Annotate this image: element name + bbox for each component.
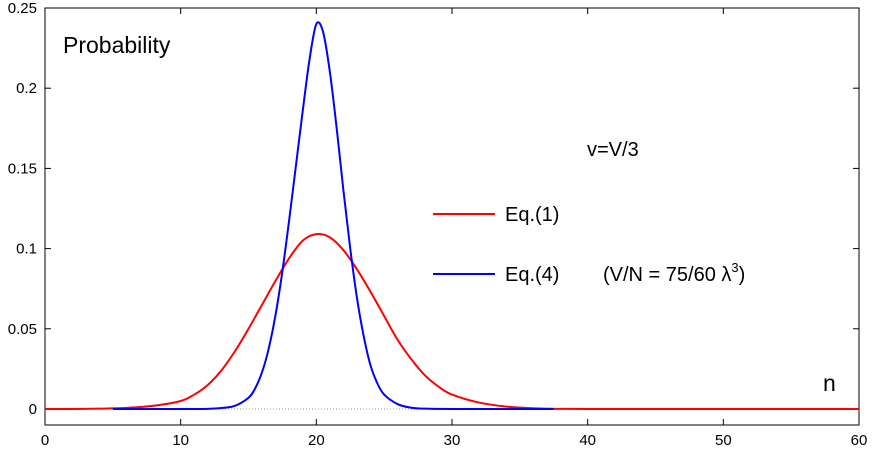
legend-note-eq4: (V/N = 75/60 λ3) (603, 260, 745, 286)
y-tick-label: 0.05 (8, 321, 37, 338)
x-tick-label: 0 (41, 432, 49, 449)
x-tick-label: 10 (172, 432, 189, 449)
y-tick-label: 0.15 (8, 160, 37, 177)
series-layer (45, 21, 859, 411)
x-tick-label: 30 (444, 432, 461, 449)
legend-note-sup: 3 (731, 260, 738, 275)
legend-note-end: ) (739, 264, 746, 286)
legend-label-eq4: Eq.(4) (505, 264, 559, 286)
legend-note-main: (V/N = 75/60 λ (603, 264, 731, 286)
x-tick-label: 50 (715, 432, 732, 449)
y-tick-label: 0.1 (16, 241, 37, 258)
plot-frame (44, 7, 860, 426)
legend: Eq.(1) Eq.(4) (V/N = 75/60 λ3) (433, 204, 745, 286)
series-line-eq4 (112, 21, 554, 410)
y-tick-label: 0 (29, 401, 37, 418)
x-axis: 0 10 20 30 40 50 60 (41, 8, 868, 449)
y-tick-label: 0.2 (16, 80, 37, 97)
y-tick-label: 0.25 (8, 0, 37, 17)
plot-area (44, 7, 860, 426)
y-axis: 0 0.05 0.1 0.15 0.2 0.25 (8, 0, 859, 418)
x-tick-label: 20 (308, 432, 325, 449)
y-axis-title: Probability (63, 32, 171, 58)
x-tick-label: 60 (851, 432, 868, 449)
x-axis-title: n (823, 370, 836, 396)
x-tick-label: 40 (579, 432, 596, 449)
legend-label-eq1: Eq.(1) (505, 204, 559, 226)
annotation-text: v=V/3 (587, 139, 639, 161)
